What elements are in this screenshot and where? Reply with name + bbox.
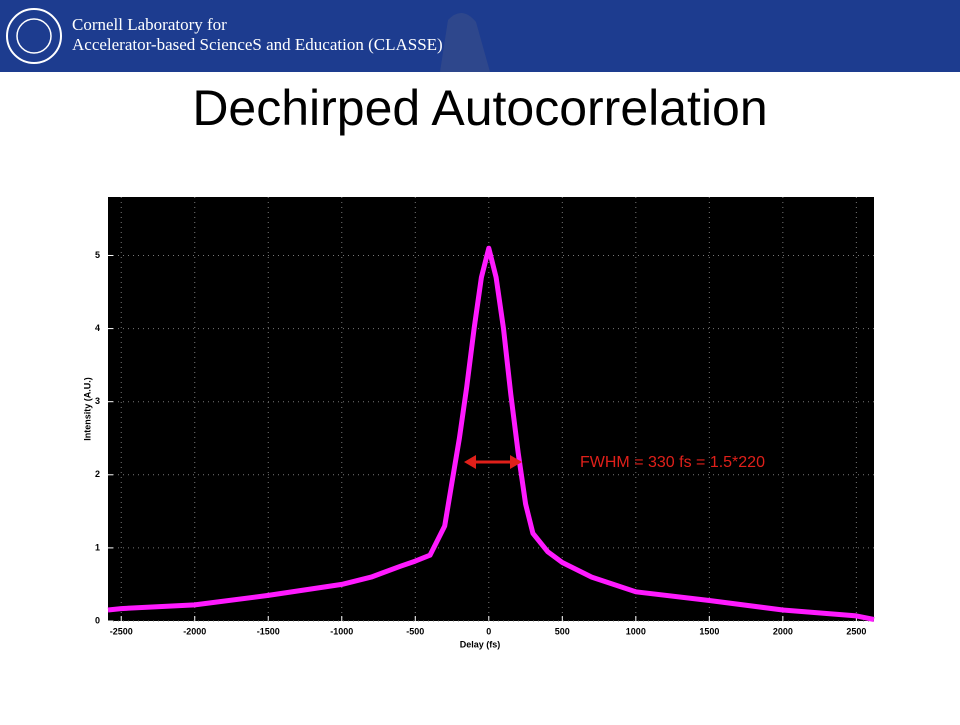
x-tick-label: 2000: [773, 626, 793, 636]
seal: [6, 8, 62, 64]
x-tick-label: 2500: [846, 626, 866, 636]
header-line1: Cornell Laboratory for: [72, 15, 227, 34]
plot-area: [108, 197, 874, 621]
statue: [440, 12, 490, 72]
data-line: [107, 245, 875, 622]
x-tick-label: 1500: [699, 626, 719, 636]
x-tick-label: -1000: [330, 626, 353, 636]
y-tick-label: 2: [95, 469, 100, 479]
slide-title: Dechirped Autocorrelation: [192, 80, 767, 136]
x-tick-label: 1000: [626, 626, 646, 636]
y-tick-label: 3: [95, 396, 100, 406]
y-tick-label: 1: [95, 542, 100, 552]
fwhm-arrow: [464, 455, 522, 469]
x-axis-label: Delay (fs): [460, 639, 501, 649]
header-line2: Accelerator-based ScienceS and Education…: [72, 35, 443, 54]
y-tick-label: 4: [95, 323, 100, 333]
x-tick-label: -2500: [110, 626, 133, 636]
x-tick-label: -500: [406, 626, 424, 636]
x-tick-label: -2000: [183, 626, 206, 636]
y-tick-label: 5: [95, 250, 100, 260]
y-tick-label: 0: [95, 615, 100, 625]
x-tick-label: 500: [555, 626, 570, 636]
seal-inner: [16, 18, 52, 54]
annotation: FWHM = 330 fs = 1.5*220: [580, 454, 765, 471]
y-axis-label: Intensity (A.U.): [82, 377, 92, 441]
x-tick-label: 0: [486, 626, 491, 636]
x-tick-label: -1500: [257, 626, 280, 636]
plot: -2500 -2000 -1500 -1000 -500 0 500 1000 1500 2000…: [95, 197, 875, 636]
